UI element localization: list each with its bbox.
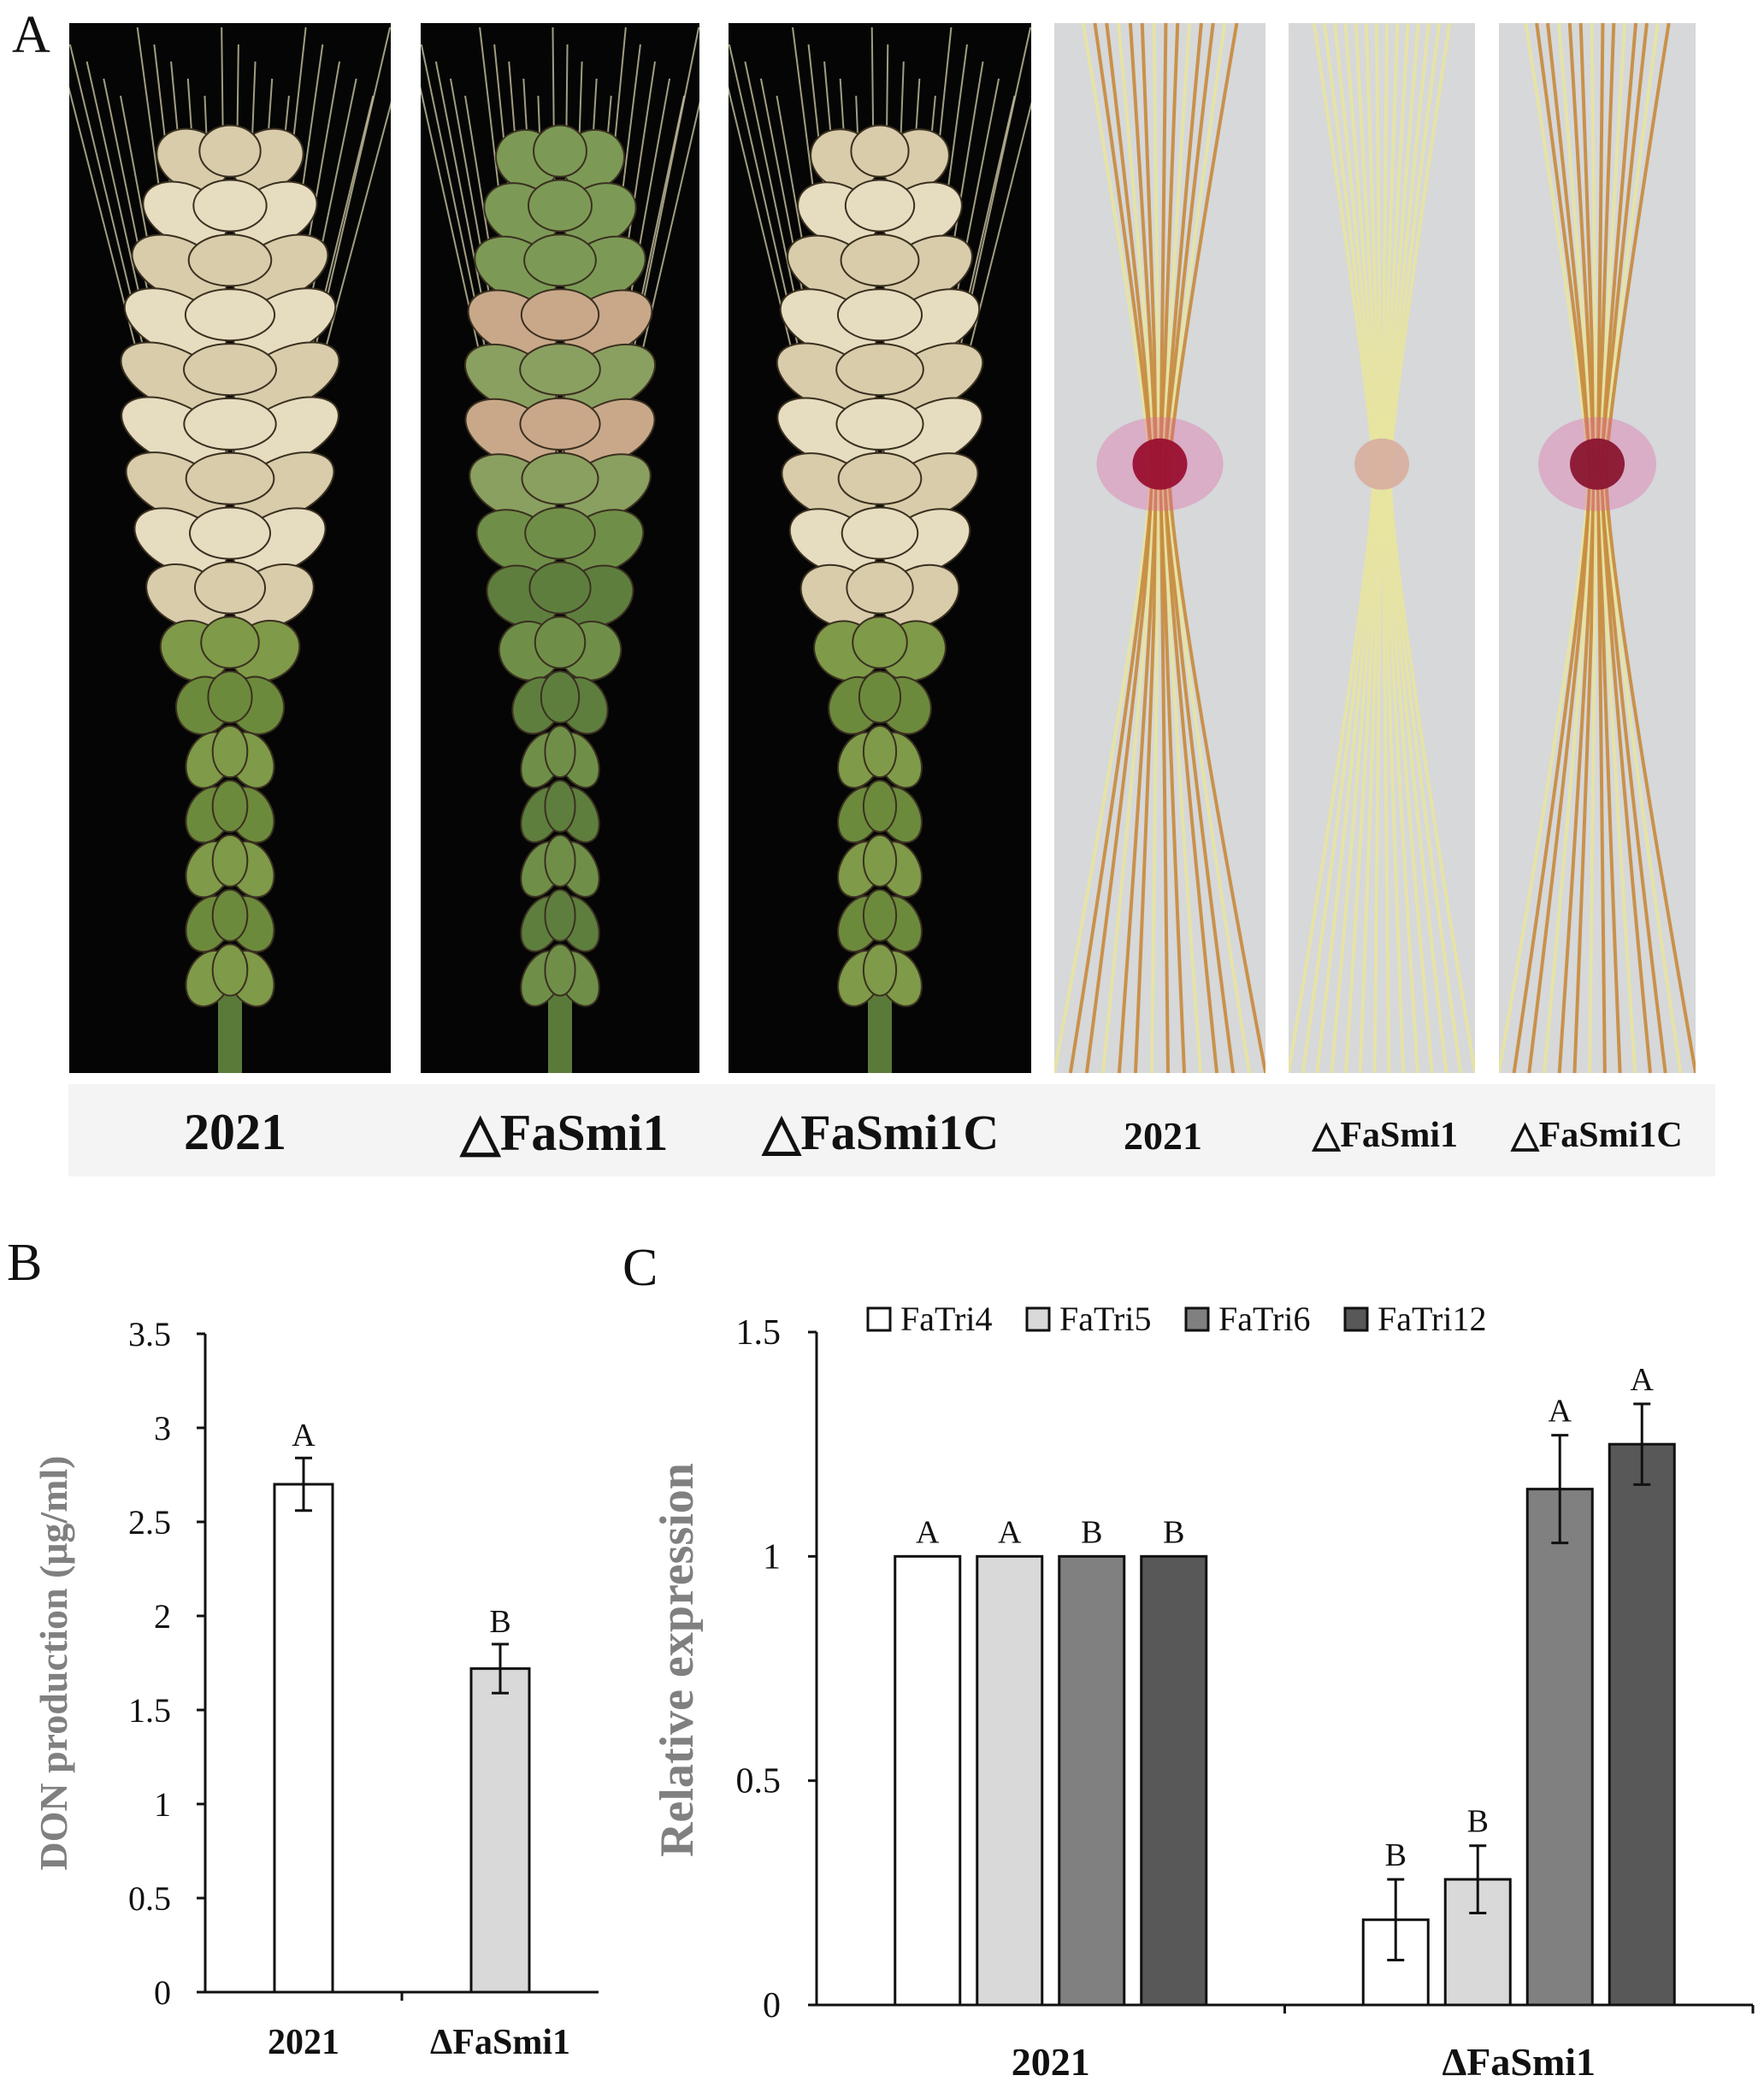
y-tick-label: 3 [154,1409,171,1447]
legend-label: FaTri4 [900,1300,992,1338]
legend-label: FaTri12 [1378,1300,1486,1338]
spike-photo-fasmi1 [421,23,699,1073]
significance-label: B [1163,1514,1184,1550]
photo-label-2021-coleoptile: 2021 [1124,1114,1202,1158]
significance-label: A [1549,1394,1572,1430]
significance-label: B [1081,1514,1102,1550]
category-label: ΔFaSmi1 [430,2023,570,2062]
coleoptile-photo-fasmi1 [1289,23,1475,1073]
coleoptile-photo-2021 [1054,23,1265,1073]
significance-label: B [489,1604,510,1640]
y-tick-label: 1.5 [128,1691,171,1730]
bar [469,1667,531,1994]
spike-photo-fasmi1c [729,23,1031,1073]
y-tick-label: 0.5 [736,1762,782,1801]
significance-label: A [292,1418,316,1453]
significance-label: A [1631,1362,1655,1398]
y-tick-label: 2 [154,1597,171,1636]
bar [1525,1488,1594,2007]
relative-expression-chart: 0 0.5 1 1.5 Relative expression FaTri4 FaTri5 F… [651,1300,1755,2084]
y-tick-label: 2.5 [128,1503,171,1542]
legend-label: FaTri6 [1218,1300,1310,1338]
photo-label-fasmi1c-spike: △FaSmi1C [762,1105,1000,1160]
bar [894,1554,962,2007]
bar [273,1483,334,1994]
bar [1140,1554,1208,2007]
photo-label-band [68,1084,1715,1176]
photo-label-2021-spike: 2021 [184,1104,286,1160]
y-tick-label: 1.5 [736,1313,782,1353]
y-tick-label: 0 [154,1973,171,2012]
coleoptile-photo-fasmi1c [1499,23,1696,1073]
category-label: ΔFaSmi1 [1442,2040,1596,2084]
y-tick-label: 1 [763,1537,781,1577]
panel-a: A 2021 △FaSmi1 △FaSmi1C 2021 △FaSmi1 △Fa… [12,6,1715,1176]
y-tick-label: 0.5 [128,1879,171,1918]
bar [976,1554,1044,2007]
legend-swatch [1184,1306,1210,1332]
significance-label: A [998,1514,1022,1550]
panel-b-letter: B [7,1234,43,1292]
y-tick-label: 1 [154,1785,171,1824]
don-production-chart: 0 0.5 1 1.5 2 2.5 3 3.5 DON production (μg/ml) A 2… [32,1315,599,2062]
bar [1058,1554,1126,2007]
category-label: 2021 [268,2023,339,2062]
significance-label: B [1467,1804,1489,1840]
legend-swatch [866,1306,892,1332]
y-tick-label: 0 [763,1986,781,2025]
photo-label-fasmi1-coleoptile: △FaSmi1 [1313,1116,1458,1155]
panel-c-letter: C [622,1239,658,1297]
y-tick-label: 3.5 [128,1315,171,1353]
legend-swatch [1343,1306,1369,1332]
significance-label: A [916,1514,940,1550]
legend-swatch [1025,1306,1051,1332]
photo-label-fasmi1c-coleoptile: △FaSmi1C [1511,1116,1683,1155]
legend-label: FaTri5 [1059,1300,1151,1338]
y-axis-title: DON production (μg/ml) [32,1455,75,1870]
spike-photo-2021 [69,23,391,1073]
significance-label: B [1385,1837,1407,1873]
panel-a-letter: A [12,6,50,64]
photo-label-fasmi1-spike: △FaSmi1 [460,1105,669,1161]
bar [1608,1442,1676,2007]
y-axis-title: Relative expression [651,1463,704,1857]
category-label: 2021 [1012,2040,1090,2084]
